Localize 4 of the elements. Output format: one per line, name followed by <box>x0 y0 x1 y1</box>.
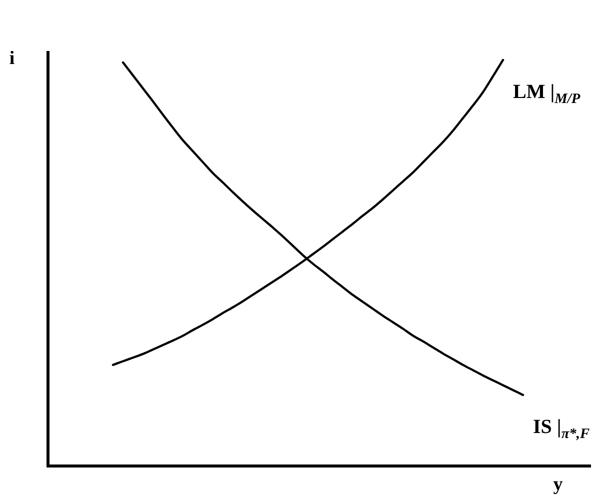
series-label: IS |$_{π*,F}$ <box>533 416 590 442</box>
y-axis-title: i <box>9 48 15 69</box>
series-label: LM |$_{M/P}$ <box>513 81 580 107</box>
x-axis-title: y <box>553 474 564 495</box>
